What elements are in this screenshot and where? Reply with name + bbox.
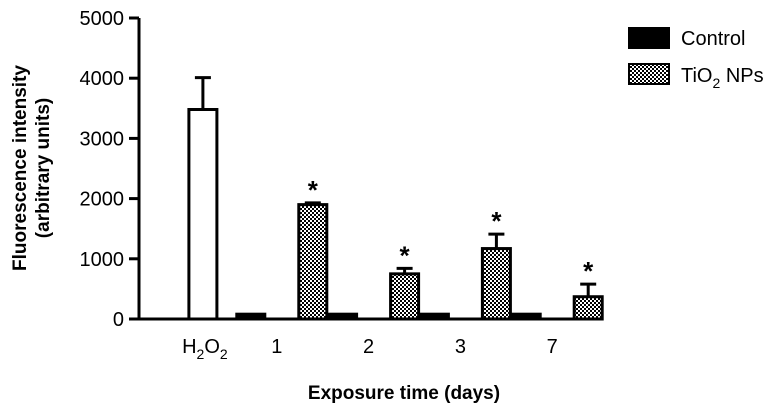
significance-marker: * [491,206,502,236]
y-tick-label: 1000 [80,249,125,271]
x-axis: H2O2 1 2 3 7 [139,317,598,362]
y-axis: 0 1000 2000 3000 4000 5000 [80,8,141,331]
y-axis-title-line2: (arbitrary units) [33,98,54,238]
y-tick-label: 5000 [80,8,125,30]
y-tick-label: 4000 [80,68,125,90]
bars: * * * * [187,76,604,321]
y-tick-label: 3000 [80,128,125,150]
x-tick-label: H2O2 [182,336,228,362]
legend-swatch-control [628,27,670,49]
x-tick-label: 1 [271,336,282,358]
x-tick-label: 2 [363,336,374,358]
significance-marker: * [400,240,411,270]
x-tick-label: 3 [455,336,466,358]
legend-label-control: Control [681,28,745,50]
bar-tio2 [480,247,512,321]
significance-marker: * [308,175,319,205]
y-tick-label: 0 [113,309,124,331]
y-axis-title: Fluorescence intensity [10,65,31,271]
legend-swatch-tio2 [628,63,670,85]
bar-tio2 [572,295,604,321]
bar-tio2 [297,203,329,321]
bar-tio2 [389,272,421,321]
y-tick-label: 2000 [80,189,125,211]
legend: Control TiO2 NPs [628,27,764,91]
bar-h2o2 [187,108,219,321]
x-tick-label: 7 [547,336,558,358]
legend-label-tio2: TiO2 NPs [681,65,764,91]
x-axis-title: Exposure time (days) [308,383,500,404]
significance-marker: * [583,256,594,286]
